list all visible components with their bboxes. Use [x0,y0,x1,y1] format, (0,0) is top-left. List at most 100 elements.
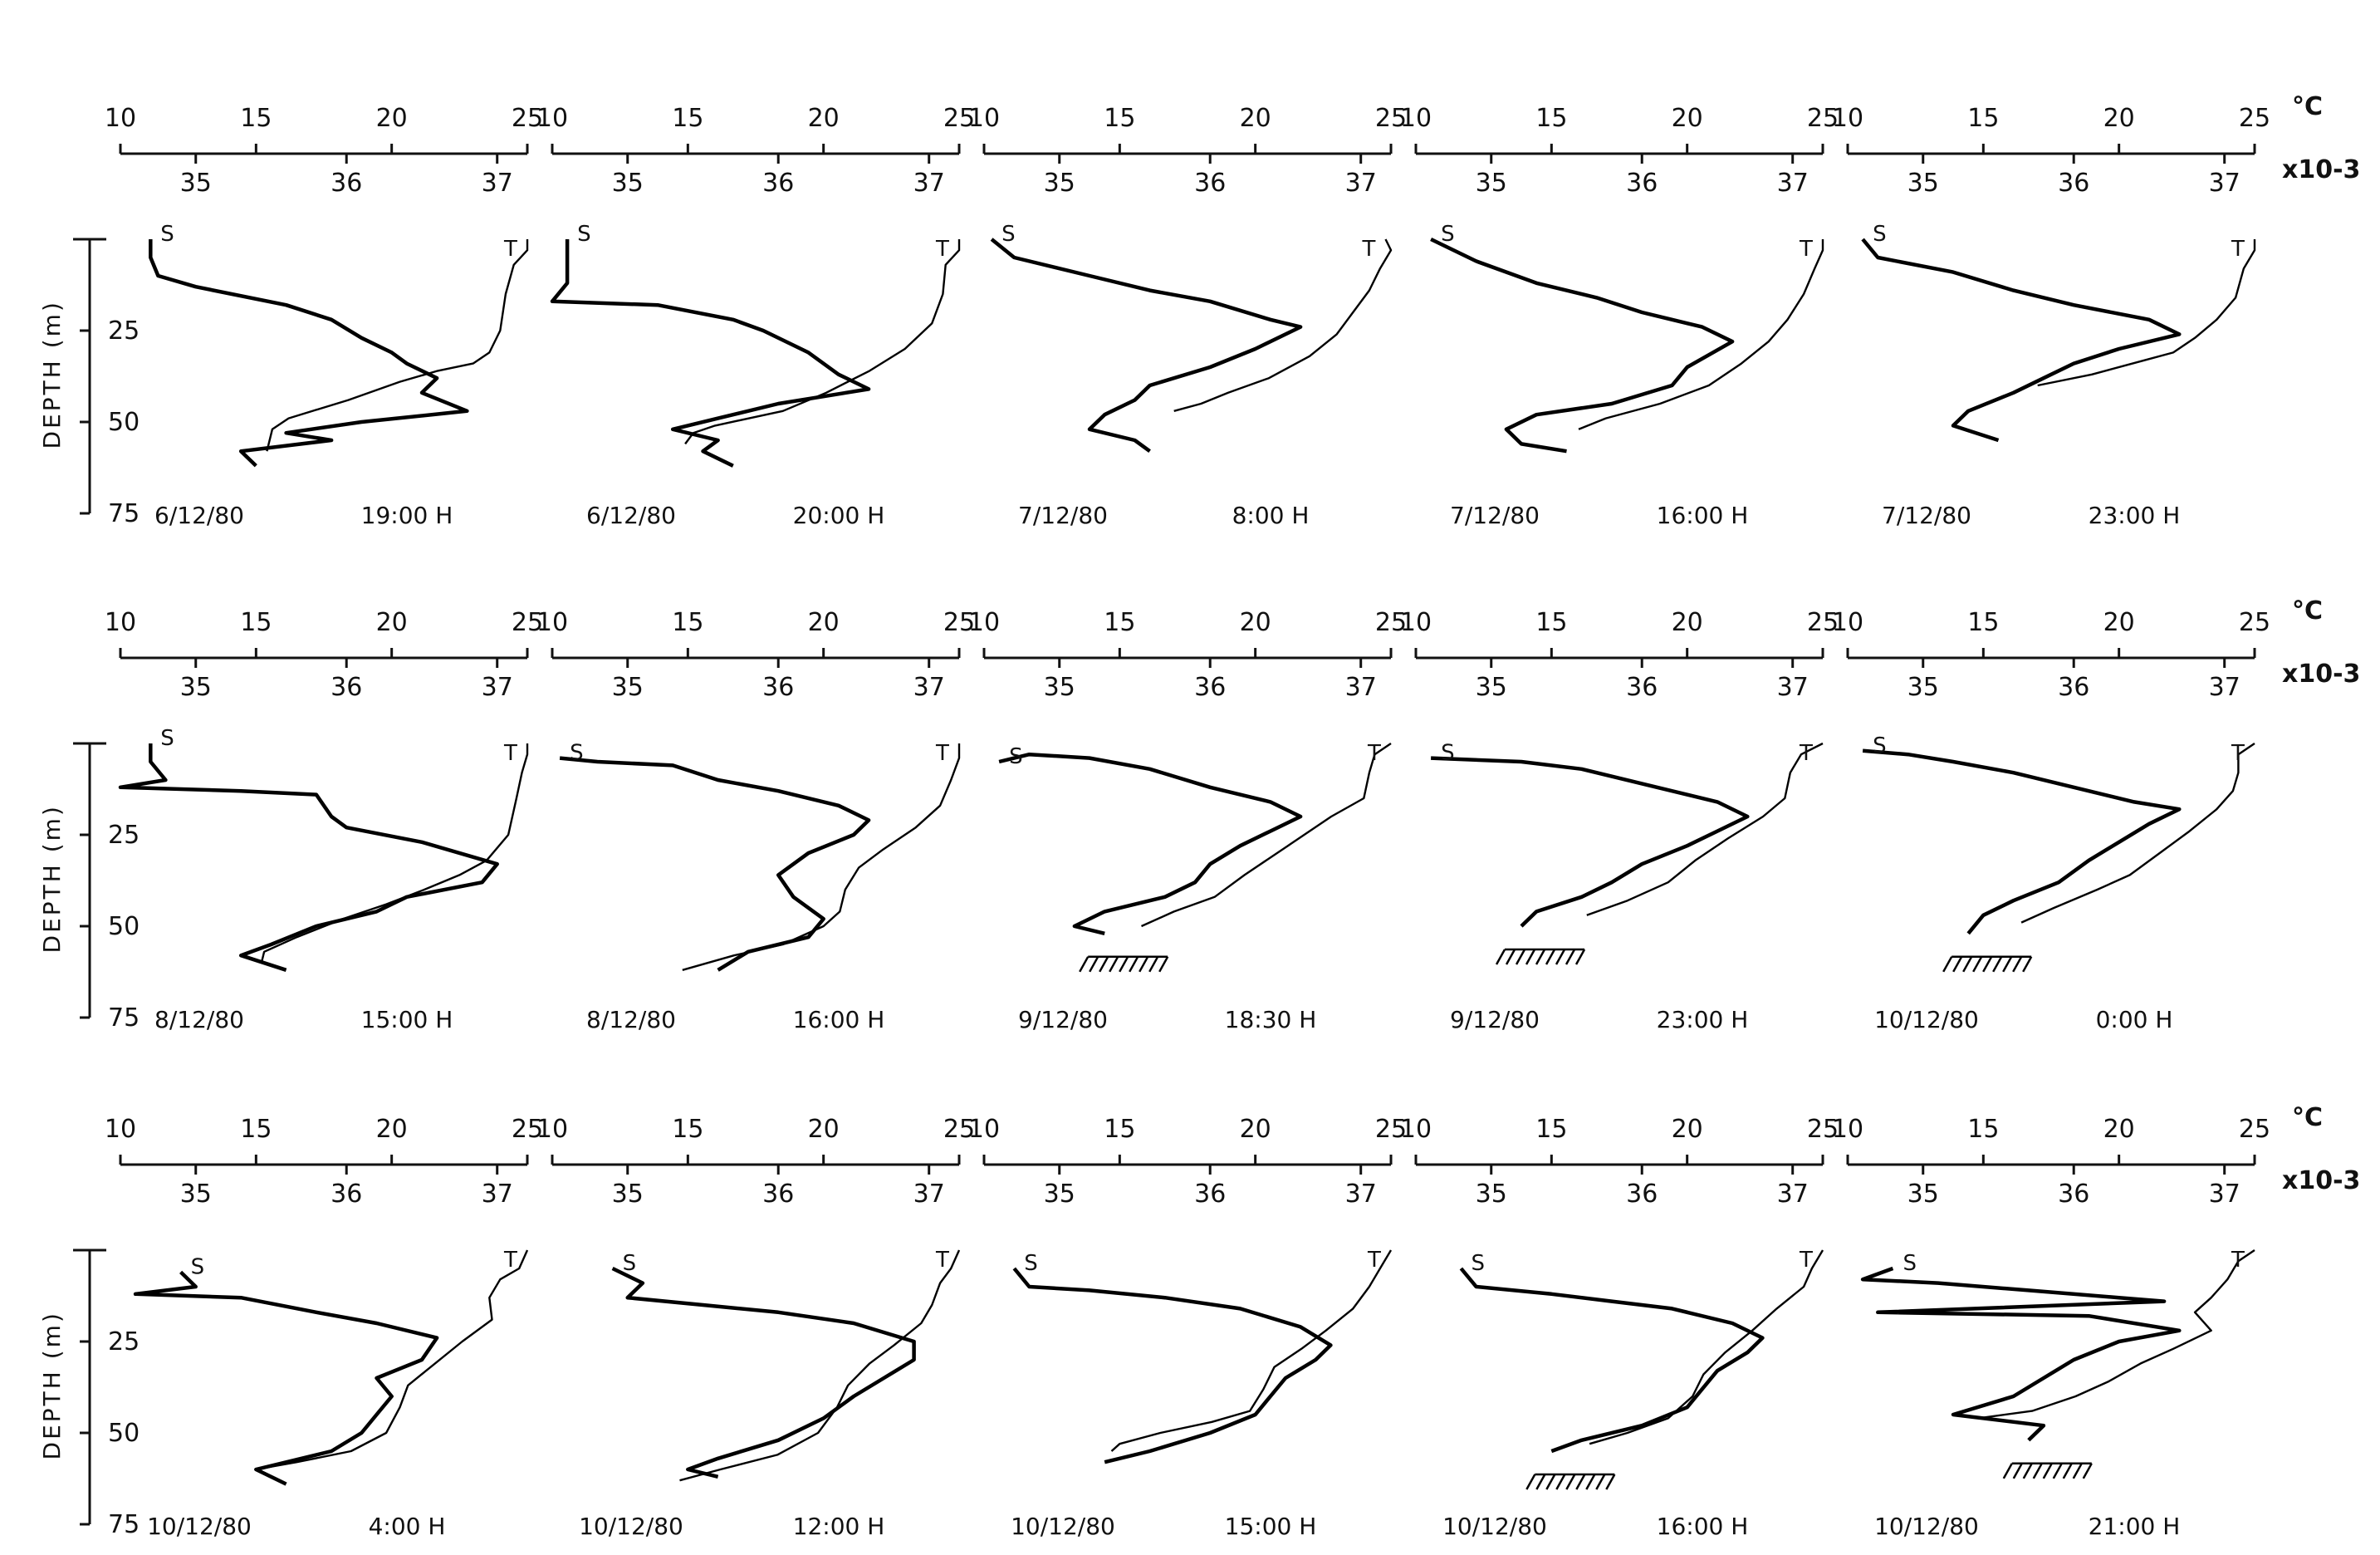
salinity-unit-label: x10-3 [2282,1166,2360,1195]
depth-tick-label: 25 [108,1327,140,1356]
salinity-tick-label: 37 [1777,1180,1809,1209]
salinity-tick-label: 37 [913,169,945,198]
sea-bottom-hatch [2052,1463,2063,1479]
profile-time-label: 16:00 H [1657,1513,1749,1540]
salinity-profile-line [1860,1266,2182,1442]
sea-bottom-marker [1942,955,2033,973]
profile-time-label: 16:00 H [1657,502,1749,529]
profile-time-label: 15:00 H [361,1006,453,1033]
salinity-profile-line [1861,238,2182,443]
salinity-curve-label: S [1441,222,1455,247]
profile-panel: 10 15 20 25 35 36 37 S T 7/12/80 8:00 H [968,104,1407,529]
sea-bottom-hatch [1129,956,1139,973]
profile-time-label: 12:00 H [793,1513,885,1540]
sea-bottom-hatch [1505,949,1516,965]
temperature-tick-label: 25 [943,104,975,133]
salinity-profile-line [611,1266,916,1479]
sea-bottom-hatch [1525,1474,1536,1490]
salinity-tick-label: 37 [1345,673,1377,702]
temperature-tick-label: 15 [1104,608,1135,637]
profile-date-label: 10/12/80 [1011,1513,1115,1540]
profile-date-label: 7/12/80 [1882,502,1971,529]
salinity-profile-line [550,239,871,468]
salinity-tick-label: 35 [1044,1180,1075,1209]
temperature-tick-label: 20 [376,608,408,637]
temperature-tick-label: 25 [512,608,543,637]
sea-bottom-hatch [1545,1474,1556,1490]
sea-bottom-marker [2002,1462,2093,1479]
salinity-tick-label: 35 [1476,1180,1507,1209]
salinity-tick-label: 35 [180,1180,212,1209]
profile-time-label: 21:00 H [2089,1513,2181,1540]
salinity-tick-label: 37 [913,1180,945,1209]
salinity-curve-label: S [570,741,584,766]
salinity-tick-label: 37 [1777,169,1809,198]
temperature-tick-label: 25 [943,1115,975,1144]
salinity-tick-label: 37 [482,169,513,198]
temperature-tick-label: 15 [1535,1115,1567,1144]
salinity-tick-label: 35 [180,673,212,702]
temperature-profile-line [1173,238,1393,412]
temperature-tick-label: 20 [1240,1115,1271,1144]
depth-tick-label: 75 [108,1510,140,1539]
profile-panel: 10 15 20 25 35 36 37 S T 6/12/80 20:00 H [536,104,975,529]
temperature-tick-label: 10 [968,608,1000,637]
sea-bottom-marker [1495,948,1586,965]
salinity-tick-label: 36 [1194,169,1226,198]
sea-bottom-marker [1079,955,1169,973]
profile-row-2: 25 50 75 DEPTH (m) 10 15 20 25 35 36 37 S T 8/12/80 15… [38,596,2360,1033]
temperature-curve-label: T [2231,1248,2245,1273]
sea-bottom-hatch [2082,1463,2093,1479]
profile-panel: 10 15 20 25 35 36 37 S T 8/12/80 15:00 H [105,608,543,1033]
salinity-tick-label: 36 [331,169,362,198]
profile-row-1: 25 50 75 DEPTH (m) 10 15 20 25 35 36 37 S T 6/12/80 19… [38,92,2360,529]
temperature-tick-label: 10 [1400,1115,1432,1144]
temperature-profile-line [260,743,529,964]
temperature-tick-label: 15 [1967,608,1999,637]
profile-date-label: 10/12/80 [1874,1006,1979,1033]
temperature-tick-label: 25 [1375,608,1407,637]
profile-date-label: 6/12/80 [154,502,244,529]
profile-time-label: 23:00 H [2089,502,2181,529]
salinity-tick-label: 36 [1626,169,1658,198]
salinity-tick-label: 36 [1626,1180,1658,1209]
salinity-tick-label: 35 [1044,169,1075,198]
sea-bottom-hatch [1158,956,1169,973]
profile-date-label: 10/12/80 [1442,1513,1547,1540]
sea-bottom-hatch [2042,1463,2053,1479]
temperature-curve-label: T [1799,237,1813,262]
temperature-tick-label: 15 [240,608,272,637]
sea-bottom-hatch [1515,949,1526,965]
temperature-tick-label: 20 [2103,1115,2135,1144]
sea-bottom-hatch [1119,956,1129,973]
depth-axis: 25 50 75 DEPTH (m) [38,238,140,528]
profile-panel: 10 15 20 25 35 36 37 S T 10/12/80 0:00 H [1832,608,2270,1033]
sea-bottom-hatch [1545,949,1556,965]
salinity-curve-label: S [1001,222,1016,247]
temperature-tick-label: 10 [1400,104,1432,133]
sea-bottom-hatch [1495,949,1506,965]
profile-date-label: 7/12/80 [1450,502,1540,529]
temperature-profile-line [2020,743,2255,924]
temperature-tick-label: 15 [1967,104,1999,133]
temperature-profile-line [684,239,961,445]
temperature-profile-line [1589,1249,1824,1445]
profile-panel: 10 15 20 25 35 36 37 S T 10/12/80 21:00 H [1832,1115,2270,1540]
salinity-profile-line [998,752,1303,935]
salinity-unit-label: x10-3 [2282,660,2360,689]
temperature-tick-label: 20 [2103,104,2135,133]
temperature-profile-line [1586,742,1824,916]
temperature-tick-label: 25 [1807,608,1839,637]
temperature-profile-line [1141,743,1392,928]
profile-date-label: 10/12/80 [147,1513,252,1540]
salinity-tick-label: 37 [2209,673,2240,702]
depth-tick-label: 75 [108,1003,140,1033]
profile-date-label: 7/12/80 [1018,502,1108,529]
temperature-tick-label: 20 [376,1115,408,1144]
temperature-tick-label: 20 [2103,608,2135,637]
sea-bottom-hatch [2032,1463,2043,1479]
depth-axis: 25 50 75 DEPTH (m) [38,1248,140,1539]
temperature-tick-label: 20 [376,104,408,133]
temperature-tick-label: 25 [1375,104,1407,133]
temperature-tick-label: 20 [1240,104,1271,133]
